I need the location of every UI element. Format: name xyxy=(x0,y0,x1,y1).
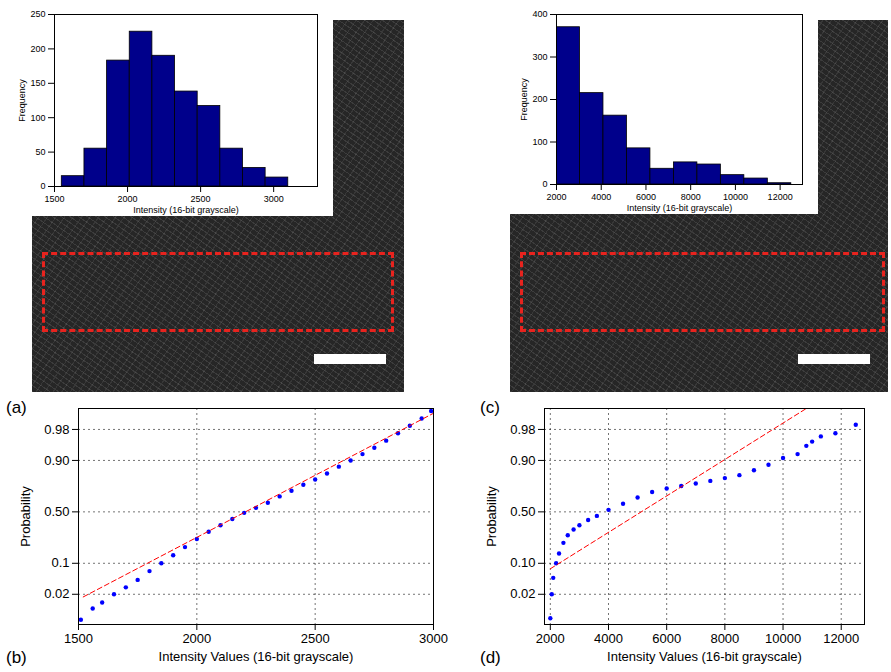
html-text:(d): (d) xyxy=(480,648,501,667)
svg-text:12000: 12000 xyxy=(823,631,859,646)
svg-text:Probability: Probability xyxy=(484,486,499,547)
svg-text:1500: 1500 xyxy=(44,194,64,204)
svg-text:2000: 2000 xyxy=(118,194,138,204)
svg-text:0.02: 0.02 xyxy=(44,586,69,601)
svg-text:6000: 6000 xyxy=(636,192,656,202)
svg-text:4000: 4000 xyxy=(594,631,623,646)
svg-text:0.90: 0.90 xyxy=(44,453,69,468)
svg-text:200: 200 xyxy=(30,44,45,54)
svg-text:150: 150 xyxy=(30,78,45,88)
svg-text:200: 200 xyxy=(532,94,547,104)
svg-text:300: 300 xyxy=(532,52,547,62)
svg-text:250: 250 xyxy=(30,9,45,19)
html-text:(b): (b) xyxy=(6,648,27,667)
svg-text:3000: 3000 xyxy=(264,194,284,204)
svg-text:8000: 8000 xyxy=(710,631,739,646)
svg-text:2000: 2000 xyxy=(182,631,211,646)
svg-text:Intensity (16-bit grayscale): Intensity (16-bit grayscale) xyxy=(627,203,733,213)
svg-text:Intensity (16-bit grayscale): Intensity (16-bit grayscale) xyxy=(133,205,239,215)
svg-text:0.50: 0.50 xyxy=(44,504,69,519)
svg-text:100: 100 xyxy=(532,137,547,147)
svg-text:10000: 10000 xyxy=(723,192,748,202)
svg-text:4000: 4000 xyxy=(591,192,611,202)
svg-text:Intensity Values (16-bit grays: Intensity Values (16-bit grayscale) xyxy=(159,649,354,664)
svg-text:100: 100 xyxy=(30,113,45,123)
svg-text:2000: 2000 xyxy=(536,631,565,646)
svg-text:Intensity Values (16-bit grays: Intensity Values (16-bit grayscale) xyxy=(607,649,802,664)
svg-text:50: 50 xyxy=(35,147,45,157)
svg-text:3000: 3000 xyxy=(419,631,448,646)
svg-text:Probability: Probability xyxy=(18,486,33,547)
html-text:(a): (a) xyxy=(6,398,27,417)
svg-text:0: 0 xyxy=(542,179,547,189)
html-text:(c): (c) xyxy=(480,398,500,417)
svg-text:Frequency: Frequency xyxy=(17,79,27,122)
svg-text:0.98: 0.98 xyxy=(44,422,69,437)
svg-text:6000: 6000 xyxy=(652,631,681,646)
svg-text:0.50: 0.50 xyxy=(510,504,535,519)
svg-text:Frequency: Frequency xyxy=(519,78,529,121)
svg-text:12000: 12000 xyxy=(768,192,793,202)
svg-text:2000: 2000 xyxy=(546,192,566,202)
svg-text:10000: 10000 xyxy=(765,631,801,646)
svg-text:0: 0 xyxy=(40,181,45,191)
svg-text:0.98: 0.98 xyxy=(510,422,535,437)
svg-text:0.10: 0.10 xyxy=(510,555,535,570)
svg-text:8000: 8000 xyxy=(681,192,701,202)
svg-text:2500: 2500 xyxy=(301,631,330,646)
svg-text:1500: 1500 xyxy=(64,631,93,646)
svg-text:2500: 2500 xyxy=(191,194,211,204)
svg-text:0.1: 0.1 xyxy=(51,555,69,570)
svg-text:400: 400 xyxy=(532,9,547,19)
svg-text:0.90: 0.90 xyxy=(510,453,535,468)
svg-text:0.02: 0.02 xyxy=(510,586,535,601)
